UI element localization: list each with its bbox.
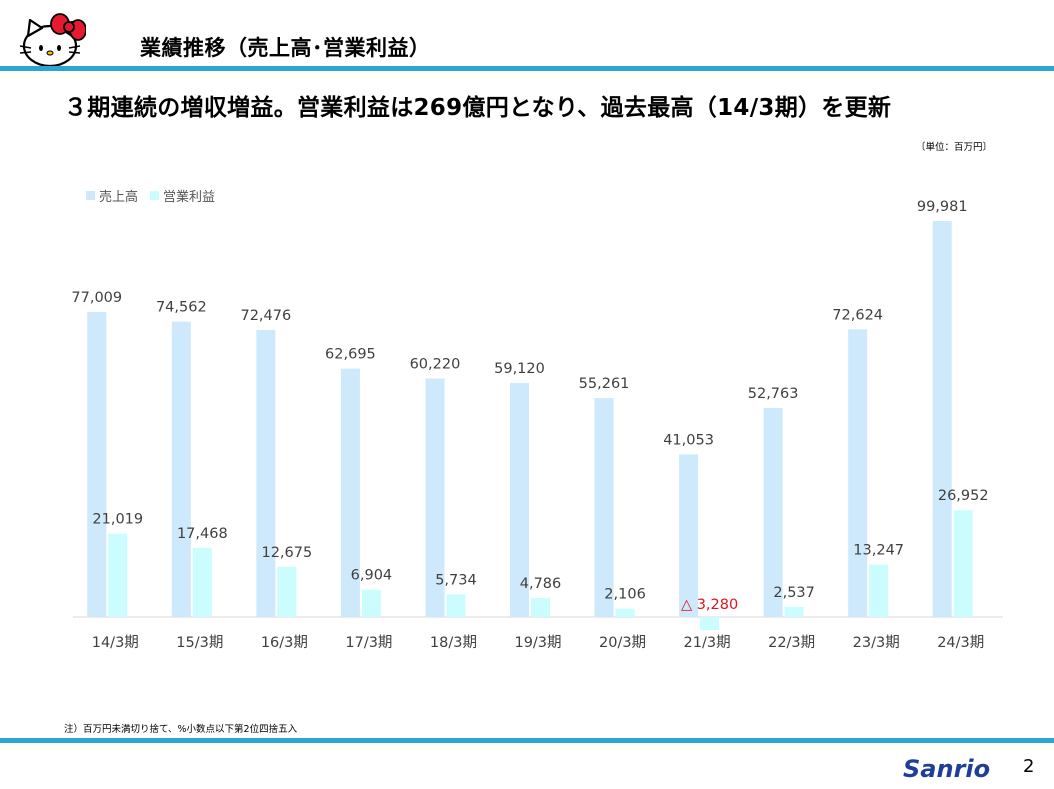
data-label-sales: 99,981	[917, 199, 968, 215]
data-label-sales: 74,562	[156, 300, 207, 316]
bar-profit	[446, 594, 466, 617]
data-label-sales: 77,009	[71, 290, 122, 306]
sanrio-logo: Sanrio	[903, 753, 995, 787]
bar-profit	[192, 547, 212, 617]
data-label-profit: 5,734	[435, 572, 477, 588]
headline: ３期連続の増収増益。営業利益は269億円となり、過去最高（14/3期）を更新	[64, 95, 892, 121]
x-tick-label: 18/3期	[430, 634, 477, 651]
bar-sales	[340, 368, 360, 617]
data-label-sales: 55,261	[579, 376, 630, 392]
data-label-sales: 72,476	[240, 308, 291, 324]
x-tick-label: 21/3期	[684, 634, 731, 651]
bar-sales	[763, 408, 783, 617]
data-label-sales: 41,053	[663, 432, 714, 448]
data-label-profit: △ 3,280	[681, 597, 738, 613]
bar-profit	[700, 617, 720, 630]
legend-swatch-profit	[150, 191, 160, 200]
footer-divider	[0, 738, 1054, 743]
hello-kitty-logo	[18, 10, 87, 72]
x-tick-label: 20/3期	[599, 634, 646, 651]
bar-profit	[784, 606, 804, 617]
legend-swatch-sales	[86, 191, 95, 200]
x-tick-label: 15/3期	[176, 634, 223, 651]
data-label-profit: 6,904	[351, 568, 393, 584]
bar-sales	[510, 382, 529, 617]
x-tick-label: 24/3期	[937, 634, 984, 651]
bar-sales	[594, 398, 614, 617]
data-label-sales: 60,220	[410, 356, 461, 372]
legend-label-sales: 売上高	[99, 190, 139, 205]
bar-profit	[277, 566, 297, 617]
sanrio-logo-text: Sanrio	[903, 755, 990, 783]
bar-profit	[953, 510, 973, 617]
data-label-profit: 13,247	[853, 543, 904, 559]
data-label-profit: 4,786	[520, 576, 562, 592]
bar-sales	[256, 329, 276, 617]
header-divider	[0, 66, 1054, 71]
legend-label-profit: 営業利益	[163, 190, 216, 205]
bar-profit	[108, 533, 128, 617]
x-tick-label: 23/3期	[853, 634, 900, 651]
bar-profit	[869, 564, 889, 617]
x-tick-label: 17/3期	[345, 634, 392, 651]
data-label-profit: 17,468	[177, 526, 228, 542]
legend-item-profit: 営業利益	[150, 186, 215, 205]
bar-profit	[615, 608, 635, 617]
data-label-sales: 72,624	[832, 307, 883, 323]
bow-icon	[50, 13, 87, 41]
bar-sales	[425, 378, 445, 617]
bar-profit	[531, 598, 550, 617]
x-tick-label: 19/3期	[514, 634, 561, 651]
bar-sales	[171, 321, 191, 617]
bar-sales	[932, 221, 952, 617]
data-label-profit: 2,106	[604, 587, 646, 603]
data-label-profit: 2,537	[773, 585, 815, 601]
bar-sales	[87, 311, 107, 617]
data-label-profit: 21,019	[92, 512, 143, 528]
unit-note: 〔単位：百万円〕	[915, 142, 992, 153]
x-tick-label: 14/3期	[92, 634, 139, 651]
x-tick-label: 22/3期	[768, 634, 815, 651]
page-number: 2	[1023, 756, 1035, 777]
slide-title: 業績推移（売上高･営業利益）	[140, 36, 431, 60]
data-label-profit: 26,952	[938, 488, 989, 504]
bar-profit	[361, 589, 381, 617]
legend-item-sales: 売上高	[86, 186, 138, 205]
data-label-profit: 12,675	[261, 545, 312, 561]
bar-sales	[848, 329, 868, 617]
chart-legend: 売上高 営業利益	[86, 186, 215, 205]
footnote: 注）百万円未満切り捨て、%小数点以下第2位四捨五入	[64, 724, 298, 735]
bar-sales	[679, 454, 699, 617]
data-label-sales: 52,763	[748, 386, 799, 402]
data-label-sales: 59,120	[494, 361, 545, 377]
x-tick-label: 16/3期	[261, 634, 308, 651]
data-label-sales: 62,695	[325, 347, 376, 363]
